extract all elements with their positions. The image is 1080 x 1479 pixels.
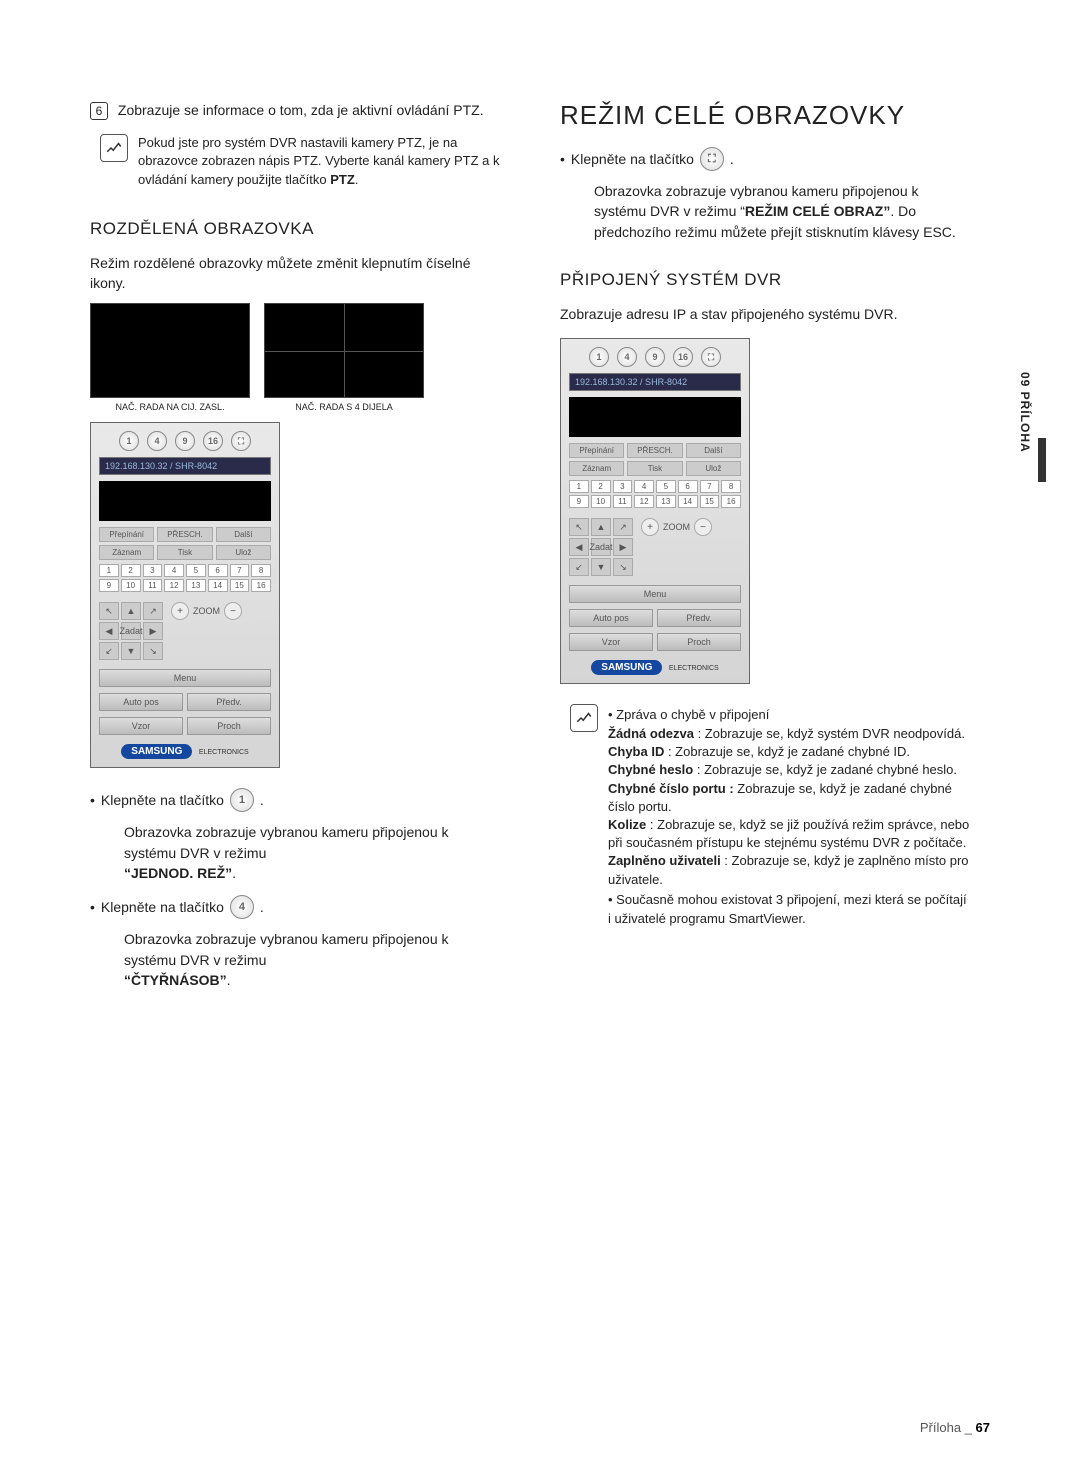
panel-btn-1[interactable]: 1: [119, 431, 139, 451]
note-icon: [100, 134, 128, 162]
side-tab-bar: [1038, 438, 1046, 482]
jednod-desc: Obrazovka zobrazuje vybranou kameru přip…: [124, 822, 500, 883]
page-footer: Příloha _ 67: [920, 1420, 990, 1435]
panel-btn-full[interactable]: ⛶: [231, 431, 251, 451]
screenshot-quad: [264, 303, 424, 398]
fullscreen-desc: Obrazovka zobrazuje vybranou kameru přip…: [594, 181, 970, 242]
panel-proch[interactable]: Proch: [187, 717, 271, 735]
panel-menu[interactable]: Menu: [99, 669, 271, 687]
mode-1-icon[interactable]: 1: [230, 788, 254, 812]
error-head: Zpráva o chybě v připojení: [608, 706, 970, 725]
panel-btn-16[interactable]: 16: [203, 431, 223, 451]
note-ptz-text: Pokud jste pro systém DVR nastavili kame…: [138, 134, 500, 189]
screenshot-single: [90, 303, 250, 398]
connected-intro: Zobrazuje adresu IP a stav připojeného s…: [560, 304, 970, 324]
dvr-panel-left: 1 4 9 16 ⛶ 192.168.130.32 / SHR-8042 Pře…: [90, 422, 280, 768]
ctyr-desc: Obrazovka zobrazuje vybranou kameru přip…: [124, 929, 500, 990]
caption-single: NAČ. RADA NA CIJ. ZASL.: [90, 402, 250, 412]
panel-presch[interactable]: PŘESCH.: [157, 527, 212, 542]
panel-next[interactable]: Další: [216, 527, 271, 542]
panel-dpad[interactable]: ↖▲↗ ◀Zadat▶ ↙▼↘: [99, 602, 163, 660]
item-6: 6 Zobrazuje se informace o tom, zda je a…: [90, 100, 500, 120]
zoom-in-icon[interactable]: +: [171, 602, 189, 620]
panel-save[interactable]: Ulož: [216, 545, 271, 560]
panel-vzor[interactable]: Vzor: [99, 717, 183, 735]
mode-4-icon[interactable]: 4: [230, 895, 254, 919]
caption-quad: NAČ. RADA S 4 DIJELA: [264, 402, 424, 412]
panel-print[interactable]: Tisk: [157, 545, 212, 560]
samsung-logo: SAMSUNG: [121, 744, 192, 759]
panel-video: [99, 481, 271, 521]
click-1-label: Klepněte na tlačítko: [101, 792, 224, 808]
note-errors: Zpráva o chybě v připojení Žádná odezva …: [570, 704, 970, 928]
note-ptz: Pokud jste pro systém DVR nastavili kame…: [100, 134, 500, 189]
item-6-number: 6: [90, 102, 108, 120]
panel-channel-grid: 12345678910111213141516: [99, 564, 271, 592]
side-tab-label: 09 PŘÍLOHA: [1018, 372, 1032, 453]
panel-btn-4[interactable]: 4: [147, 431, 167, 451]
panel-switch[interactable]: Přepínání: [99, 527, 154, 542]
zoom-out-icon[interactable]: −: [224, 602, 242, 620]
mode-full-icon[interactable]: ⛶: [700, 147, 724, 171]
note-icon: [570, 704, 598, 732]
heading-connected-dvr: PŘIPOJENÝ SYSTÉM DVR: [560, 270, 970, 290]
panel-autopos[interactable]: Auto pos: [99, 693, 183, 711]
error-list: Zpráva o chybě v připojení: [608, 706, 970, 725]
heading-split-screen: ROZDĚLENÁ OBRAZOVKA: [90, 219, 500, 239]
screenshot-row: NAČ. RADA NA CIJ. ZASL. NAČ. RADA S 4 DI…: [90, 303, 500, 412]
item-6-text: Zobrazuje se informace o tom, zda je akt…: [118, 102, 484, 118]
dvr-panel-right: 1 4 9 16 ⛶ 192.168.130.32 / SHR-8042 Pře…: [560, 338, 750, 684]
zoom-label: ZOOM: [193, 606, 220, 616]
panel-btn-9[interactable]: 9: [175, 431, 195, 451]
split-intro: Režim rozdělené obrazovky můžete změnit …: [90, 253, 500, 294]
error-note: Současně mohou existovat 3 připojení, me…: [608, 891, 970, 929]
panel-ip: 192.168.130.32 / SHR-8042: [99, 457, 271, 475]
click-4-label: Klepněte na tlačítko: [101, 899, 224, 915]
panel-record[interactable]: Záznam: [99, 545, 154, 560]
click-full-label: Klepněte na tlačítko: [571, 151, 694, 167]
heading-fullscreen: REŽIM CELÉ OBRAZOVKY: [560, 100, 970, 131]
panel-predv[interactable]: Předv.: [187, 693, 271, 711]
